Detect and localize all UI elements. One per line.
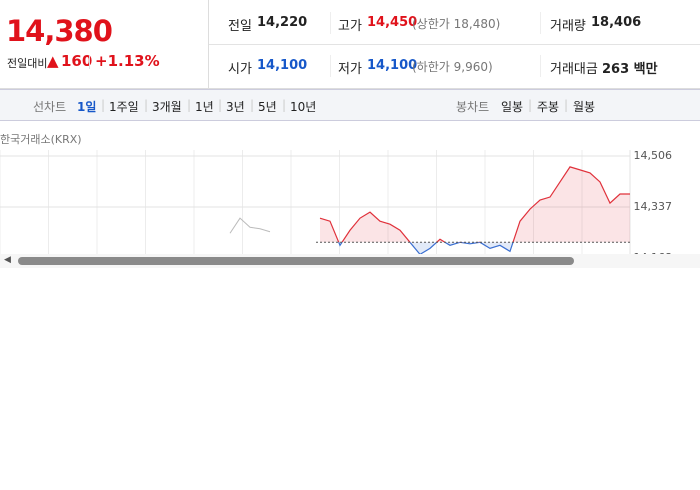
y-tick-label: 14,506 [634, 150, 673, 162]
stat-value: 14,220 [257, 15, 308, 30]
period-button[interactable]: 5년 [258, 100, 277, 114]
rate: +1.13% [95, 52, 160, 70]
separator: | [564, 98, 569, 112]
stat-note: (하한가 9,960) [412, 60, 493, 74]
period-button[interactable]: 일봉 [501, 100, 524, 114]
period-button[interactable]: 10년 [290, 100, 317, 114]
stat-label: 저가 [338, 62, 362, 77]
period-button[interactable]: 1년 [195, 100, 214, 114]
period-button[interactable]: 3년 [226, 100, 245, 114]
col-sep [330, 12, 331, 34]
chart: 14,506 14,337 14,168 [0, 150, 673, 254]
change-arrow: ▲ [47, 52, 59, 70]
stat-label: 시가 [228, 62, 252, 77]
row-divider [209, 44, 700, 45]
price: 14,380 [6, 14, 113, 48]
area-above [320, 166, 630, 243]
y-tick-label: 14,337 [634, 200, 673, 213]
stat-value: 263 백만 [602, 62, 658, 77]
separator: | [101, 98, 106, 112]
line-chart-label: 선차트 [33, 100, 67, 114]
toolbar: 선차트 봉차트 1일 1주일 | 3개월 | 1년 | 3년 | 5년 | 10년 | 일봉 주봉 | 월봉 | [0, 89, 700, 121]
line-above [319, 166, 630, 243]
col-sep [540, 55, 541, 77]
candle-chart-label: 봉차트 [456, 100, 490, 114]
stat-value: 14,450 [367, 15, 418, 30]
stat-label: 거래량 [550, 19, 586, 34]
col-sep [330, 55, 331, 77]
change: 160 [61, 52, 93, 70]
period-button[interactable]: 월봉 [573, 100, 596, 114]
separator: | [528, 98, 533, 112]
divider [209, 88, 700, 89]
separator: | [187, 98, 192, 112]
scroll-thumb[interactable] [18, 257, 574, 265]
stat-note: (상한가 18,480) [412, 17, 501, 31]
stat-label: 고가 [338, 19, 362, 34]
stat-value: 14,100 [367, 58, 418, 73]
change-label: 전일대비 [7, 57, 48, 70]
sep [89, 55, 90, 69]
separator: | [218, 98, 223, 112]
separator: | [144, 98, 149, 112]
y-tick-label: 14,168 [634, 251, 673, 254]
col-sep [540, 12, 541, 34]
stat-label: 전일 [228, 19, 252, 34]
stat-value: 14,100 [257, 58, 308, 73]
line [229, 217, 271, 234]
period-button[interactable]: 1주일 [109, 100, 139, 114]
separator: | [250, 98, 255, 112]
scroll-left[interactable]: ◀ [4, 255, 11, 265]
period-button[interactable]: 주봉 [537, 100, 560, 114]
separator: | [282, 98, 287, 112]
line-below [338, 242, 514, 254]
stat-value: 18,406 [591, 15, 642, 30]
stat-label: 거래대금 [550, 62, 598, 77]
period-button[interactable]: 3개월 [152, 100, 182, 114]
quote-box [0, 0, 209, 89]
source: 한국거래소(KRX) [0, 133, 82, 146]
period-button[interactable]: 1일 [77, 100, 97, 114]
